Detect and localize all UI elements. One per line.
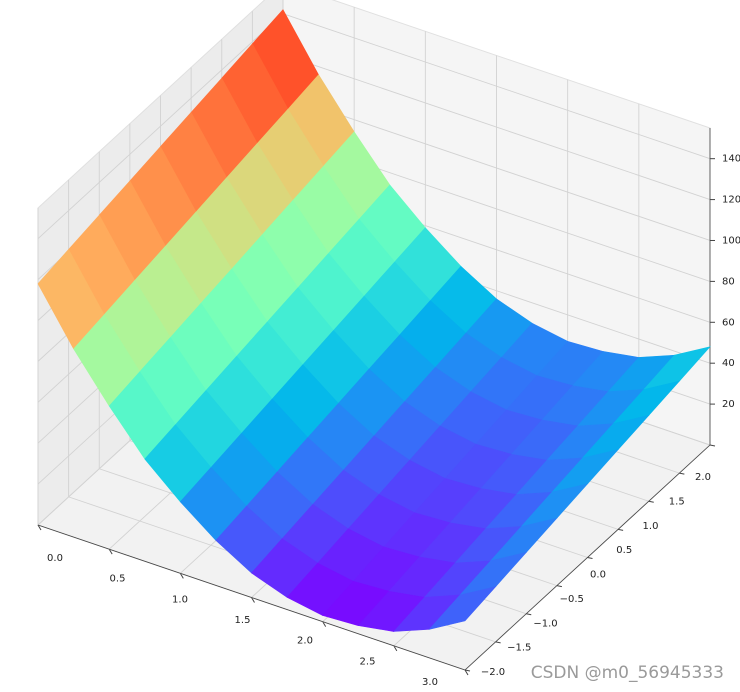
z-tick-label: 40 [722, 358, 735, 369]
y-tick-label: −0.5 [560, 594, 584, 605]
grid-line [282, 13, 711, 160]
x-tick-label: 0.0 [47, 553, 63, 564]
grid-line [37, 13, 284, 240]
surface-patch [428, 586, 497, 630]
x-tick-label: 2.0 [297, 636, 313, 647]
watermark: CSDN @m0_56945333 [531, 663, 724, 683]
z-tick-label: 80 [722, 276, 735, 287]
z-tick-label: 20 [722, 399, 735, 410]
y-tick [709, 444, 716, 447]
grid-line [282, 54, 711, 201]
x-tick [322, 621, 327, 627]
x-tick-label: 1.5 [235, 615, 251, 626]
y-tick [648, 500, 654, 503]
y-tick [556, 585, 562, 588]
x-tick-label: 2.5 [360, 656, 376, 667]
z-tick-label: 120 [722, 195, 740, 206]
x-tick [464, 669, 469, 676]
y-tick [495, 641, 501, 644]
y-tick-label: 1.5 [669, 496, 685, 507]
x-tick [251, 597, 255, 603]
y-tick [464, 669, 471, 672]
y-axis [464, 444, 711, 671]
z-tick-label: 60 [722, 317, 735, 328]
y-tick [679, 472, 685, 475]
y-tick [526, 613, 532, 616]
y-tick-label: −1.5 [507, 643, 531, 654]
x-tick [179, 573, 184, 579]
x-tick [37, 524, 42, 531]
x-tick [108, 548, 113, 555]
x-tick [393, 645, 398, 652]
y-tick [618, 528, 624, 531]
y-tick-label: −1.0 [533, 618, 557, 629]
y-tick-label: 1.0 [643, 521, 659, 532]
x-axis [37, 524, 466, 671]
x-tick-label: 1.0 [172, 594, 188, 605]
x-tick-label: 0.5 [110, 574, 126, 585]
x-tick-label: 3.0 [422, 677, 438, 688]
grid-line [282, 95, 711, 241]
y-tick-label: 0.5 [616, 545, 632, 556]
y-tick-label: 0.0 [590, 570, 606, 581]
y-tick-label: −2.0 [481, 667, 505, 678]
z-tick-label: 140 [722, 154, 740, 165]
y-tick [587, 557, 593, 559]
z-tick-label: 100 [722, 235, 740, 246]
y-tick-label: 2.0 [695, 472, 711, 483]
